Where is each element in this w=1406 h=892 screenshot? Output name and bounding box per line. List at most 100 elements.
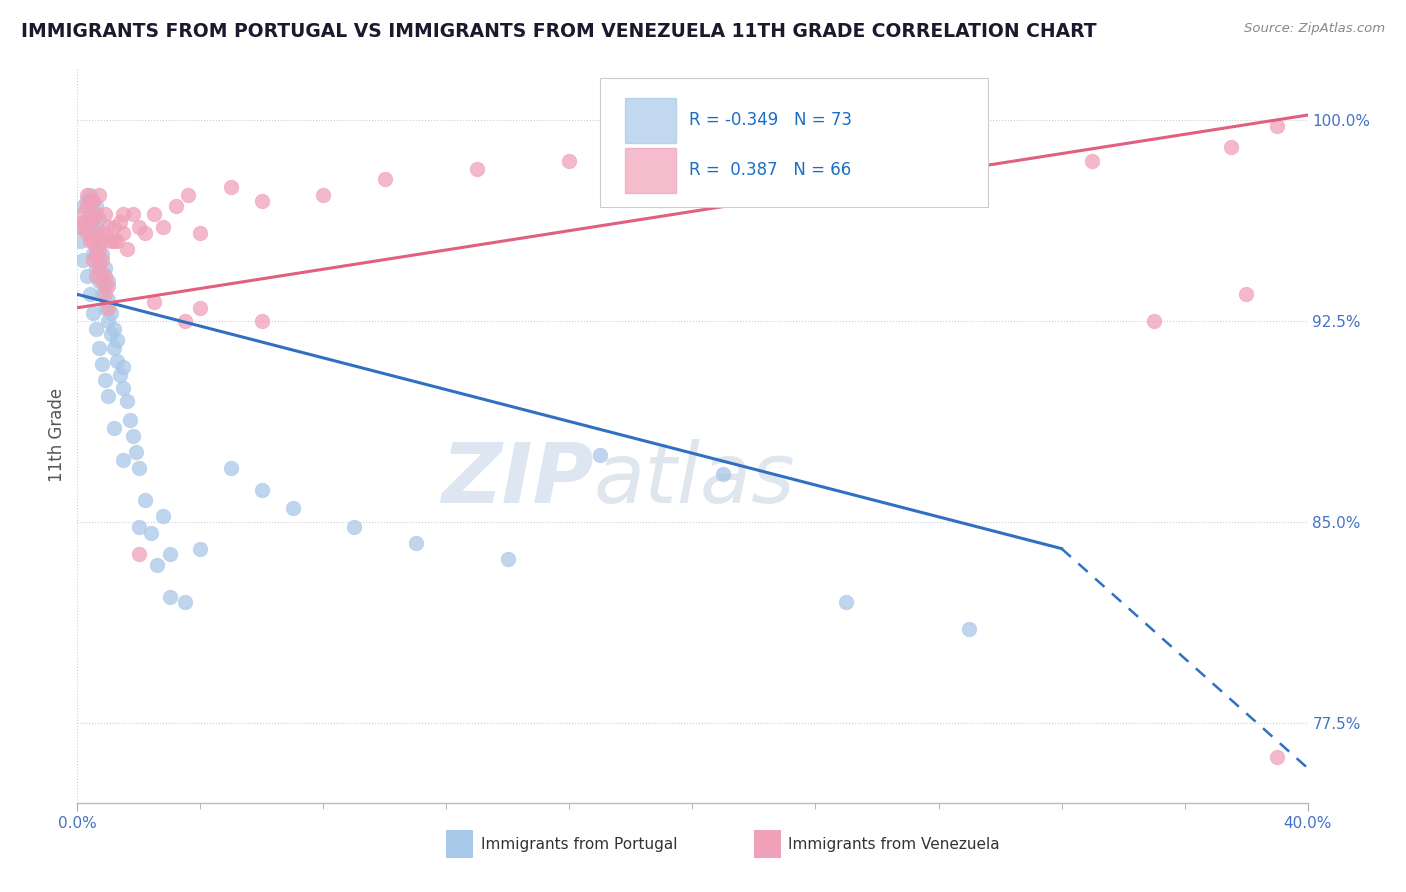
Point bbox=[112, 207, 135, 221]
Point bbox=[97, 314, 120, 328]
Point bbox=[84, 268, 107, 283]
Point bbox=[128, 461, 150, 475]
Point bbox=[94, 268, 117, 283]
Point bbox=[103, 220, 125, 235]
Text: R = -0.349   N = 73: R = -0.349 N = 73 bbox=[689, 111, 852, 128]
Point bbox=[110, 215, 132, 229]
Point bbox=[105, 234, 128, 248]
Point bbox=[76, 226, 98, 240]
Point bbox=[84, 242, 107, 256]
Point bbox=[589, 448, 612, 462]
Point bbox=[165, 199, 187, 213]
Point bbox=[94, 279, 117, 293]
Point bbox=[79, 215, 101, 229]
Point bbox=[87, 212, 110, 227]
Point bbox=[82, 212, 104, 227]
FancyBboxPatch shape bbox=[624, 98, 676, 144]
Point bbox=[94, 287, 117, 301]
Point bbox=[100, 234, 122, 248]
Point bbox=[1081, 153, 1104, 168]
Point bbox=[134, 226, 156, 240]
Point bbox=[79, 226, 101, 240]
Y-axis label: 11th Grade: 11th Grade bbox=[48, 388, 66, 482]
FancyBboxPatch shape bbox=[447, 830, 474, 858]
Point bbox=[682, 172, 704, 186]
Point bbox=[405, 536, 427, 550]
Point bbox=[84, 247, 107, 261]
Point bbox=[97, 274, 120, 288]
Point bbox=[90, 287, 114, 301]
Point bbox=[94, 301, 117, 315]
Point bbox=[84, 322, 107, 336]
Point bbox=[374, 172, 396, 186]
Point bbox=[174, 314, 197, 328]
Point bbox=[84, 207, 107, 221]
Point bbox=[72, 207, 94, 221]
Point bbox=[82, 247, 104, 261]
Point bbox=[79, 234, 101, 248]
Point bbox=[121, 429, 143, 443]
Text: Source: ZipAtlas.com: Source: ZipAtlas.com bbox=[1244, 22, 1385, 36]
Point bbox=[115, 394, 138, 409]
Point bbox=[76, 194, 98, 208]
Point bbox=[281, 501, 304, 516]
Point bbox=[711, 467, 734, 481]
Point bbox=[188, 541, 212, 556]
Point bbox=[152, 220, 174, 235]
Point bbox=[76, 215, 98, 229]
Point bbox=[82, 226, 104, 240]
Point bbox=[82, 194, 104, 208]
Point bbox=[90, 266, 114, 280]
Point bbox=[84, 220, 107, 235]
Point bbox=[97, 220, 120, 235]
Text: ZIP: ZIP bbox=[441, 439, 595, 519]
Point bbox=[118, 413, 141, 427]
Point bbox=[835, 180, 858, 194]
Point bbox=[343, 520, 366, 534]
Point bbox=[957, 167, 980, 181]
Point bbox=[496, 552, 519, 566]
Point bbox=[69, 234, 91, 248]
Point bbox=[1265, 750, 1288, 764]
Text: atlas: atlas bbox=[595, 439, 796, 519]
Text: Immigrants from Venezuela: Immigrants from Venezuela bbox=[789, 837, 1000, 852]
Point bbox=[76, 268, 98, 283]
FancyBboxPatch shape bbox=[624, 148, 676, 194]
Point bbox=[79, 188, 101, 202]
Point bbox=[312, 188, 335, 202]
FancyBboxPatch shape bbox=[600, 78, 988, 207]
Point bbox=[90, 226, 114, 240]
Point bbox=[250, 194, 273, 208]
Point bbox=[103, 341, 125, 355]
Point bbox=[90, 274, 114, 288]
Point bbox=[112, 381, 135, 395]
Point bbox=[177, 188, 200, 202]
Point bbox=[84, 260, 107, 275]
Point bbox=[957, 622, 980, 636]
Point bbox=[87, 242, 110, 256]
Point bbox=[112, 226, 135, 240]
Point bbox=[188, 301, 212, 315]
Point bbox=[72, 199, 94, 213]
Point bbox=[1265, 119, 1288, 133]
Point bbox=[76, 199, 98, 213]
Point bbox=[103, 322, 125, 336]
Point bbox=[97, 301, 120, 315]
Point bbox=[112, 453, 135, 467]
Point bbox=[69, 220, 91, 235]
Point bbox=[94, 373, 117, 387]
Point bbox=[79, 287, 101, 301]
Point bbox=[87, 188, 110, 202]
Point bbox=[72, 215, 94, 229]
Point bbox=[90, 252, 114, 267]
Point bbox=[219, 461, 242, 475]
Point bbox=[105, 354, 128, 368]
Point bbox=[87, 341, 110, 355]
Point bbox=[103, 421, 125, 435]
Point bbox=[128, 220, 150, 235]
Point bbox=[82, 194, 104, 208]
Point bbox=[82, 234, 104, 248]
Point bbox=[82, 212, 104, 227]
Point bbox=[115, 242, 138, 256]
Point bbox=[465, 161, 488, 176]
